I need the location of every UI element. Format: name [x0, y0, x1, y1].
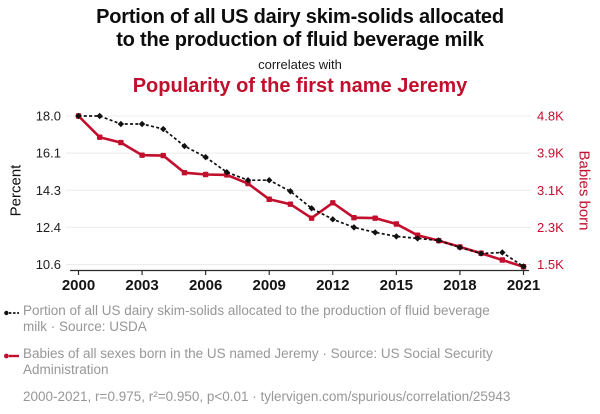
square-marker: [330, 200, 336, 206]
square-marker: [245, 180, 251, 187]
left-axis-tick-label: 16.1: [36, 146, 61, 161]
right-axis-tick-label: 3.1K: [537, 183, 564, 198]
diamond-marker: [308, 205, 315, 212]
diamond-marker: [414, 235, 421, 242]
chart-title-line1: Portion of all US dairy skim-solids allo…: [96, 6, 504, 28]
square-marker: [118, 139, 124, 146]
legend-jeremy-line2: Administration: [23, 362, 109, 377]
x-axis-tick-label: 2021: [507, 277, 540, 294]
diamond-marker: [456, 244, 464, 251]
stats-footer: 2000-2021, r=0.975, r²=0.950, p<0.01 · t…: [23, 389, 511, 404]
x-axis-tick-label: 2009: [253, 277, 286, 294]
legend-dairy-line1: Portion of all US dairy skim-solids allo…: [23, 303, 490, 318]
diamond-marker: [223, 168, 231, 176]
square-marker: [96, 134, 103, 140]
diamond-marker: [329, 216, 336, 223]
diamond-marker: [477, 250, 485, 257]
square-marker: [287, 201, 294, 207]
series-dairy-skim-solids: [75, 112, 527, 270]
legend-jeremy-line1: Babies of all sexes born in the US named…: [23, 346, 493, 361]
diamond-marker: [266, 177, 273, 184]
right-axis-tick-label: 2.3K: [537, 220, 564, 235]
left-axis-tick-label: 14.3: [36, 183, 61, 198]
square-marker: [308, 215, 315, 221]
diamond-marker: [244, 177, 252, 184]
x-axis-tick-label: 2003: [125, 277, 158, 294]
diamond-marker: [75, 112, 82, 120]
diamond-marker: [393, 233, 400, 240]
diamond-marker: [160, 125, 167, 133]
right-axis-tick-label: 1.5K: [537, 257, 564, 272]
legend-text-dairy: Portion of all US dairy skim-solids allo…: [23, 303, 490, 335]
left-axis-tick-label: 10.6: [36, 257, 61, 272]
square-marker: [393, 221, 400, 227]
square-marker: [266, 196, 272, 202]
solid-line: [77, 115, 524, 269]
left-axis-tick-label: 18.0: [36, 109, 61, 124]
square-marker: [372, 215, 378, 221]
diamond-marker: [181, 142, 188, 150]
diamond-marker: [138, 120, 146, 128]
chart-legend: Portion of all US dairy skim-solids allo…: [4, 303, 584, 405]
x-axis-tick-label: 2018: [443, 277, 476, 294]
black-dotted-line-icon: [4, 310, 19, 316]
legend-text-jeremy: Babies of all sexes born in the US named…: [23, 346, 493, 378]
square-marker: [160, 152, 166, 159]
red-solid-line-icon: [4, 353, 19, 359]
x-axis-tick-label: 2015: [380, 277, 413, 294]
square-marker: [181, 170, 188, 176]
diamond-marker: [96, 112, 103, 120]
legend-item-dairy: Portion of all US dairy skim-solids allo…: [4, 303, 584, 335]
x-axis-tick-label: 2006: [189, 277, 222, 294]
correlates-with-label: correlates with: [258, 57, 342, 72]
diamond-marker: [202, 153, 209, 161]
diamond-marker: [520, 263, 527, 270]
chart-header: Portion of all US dairy skim-solids allo…: [0, 6, 600, 98]
right-axis-tick-label: 4.8K: [537, 109, 564, 124]
square-marker: [499, 257, 506, 263]
diamond-marker: [287, 188, 294, 195]
square-marker: [139, 152, 145, 158]
left-axis-title: Percent: [7, 164, 25, 217]
chart-subtitle: Popularity of the first name Jeremy: [132, 75, 468, 97]
diamond-marker: [117, 120, 125, 128]
right-axis-tick-label: 3.9K: [537, 146, 564, 161]
legend-dairy-line2: milk · Source: USDA: [23, 319, 147, 334]
legend-item-jeremy: Babies of all sexes born in the US named…: [4, 346, 584, 378]
chart-title-line2: to the production of fluid beverage milk: [116, 29, 484, 51]
square-marker: [351, 215, 357, 221]
x-axis-tick-label: 2012: [316, 277, 349, 294]
left-axis-tick-label: 12.4: [36, 220, 61, 235]
diamond-marker: [435, 237, 442, 244]
diamond-marker: [499, 249, 506, 256]
diamond-marker: [350, 224, 358, 231]
x-axis-tick-label: 2000: [62, 277, 95, 294]
diamond-marker: [371, 229, 379, 236]
right-axis-title: Babies born: [575, 150, 593, 231]
dashed-line: [78, 115, 524, 268]
square-marker: [202, 171, 209, 178]
